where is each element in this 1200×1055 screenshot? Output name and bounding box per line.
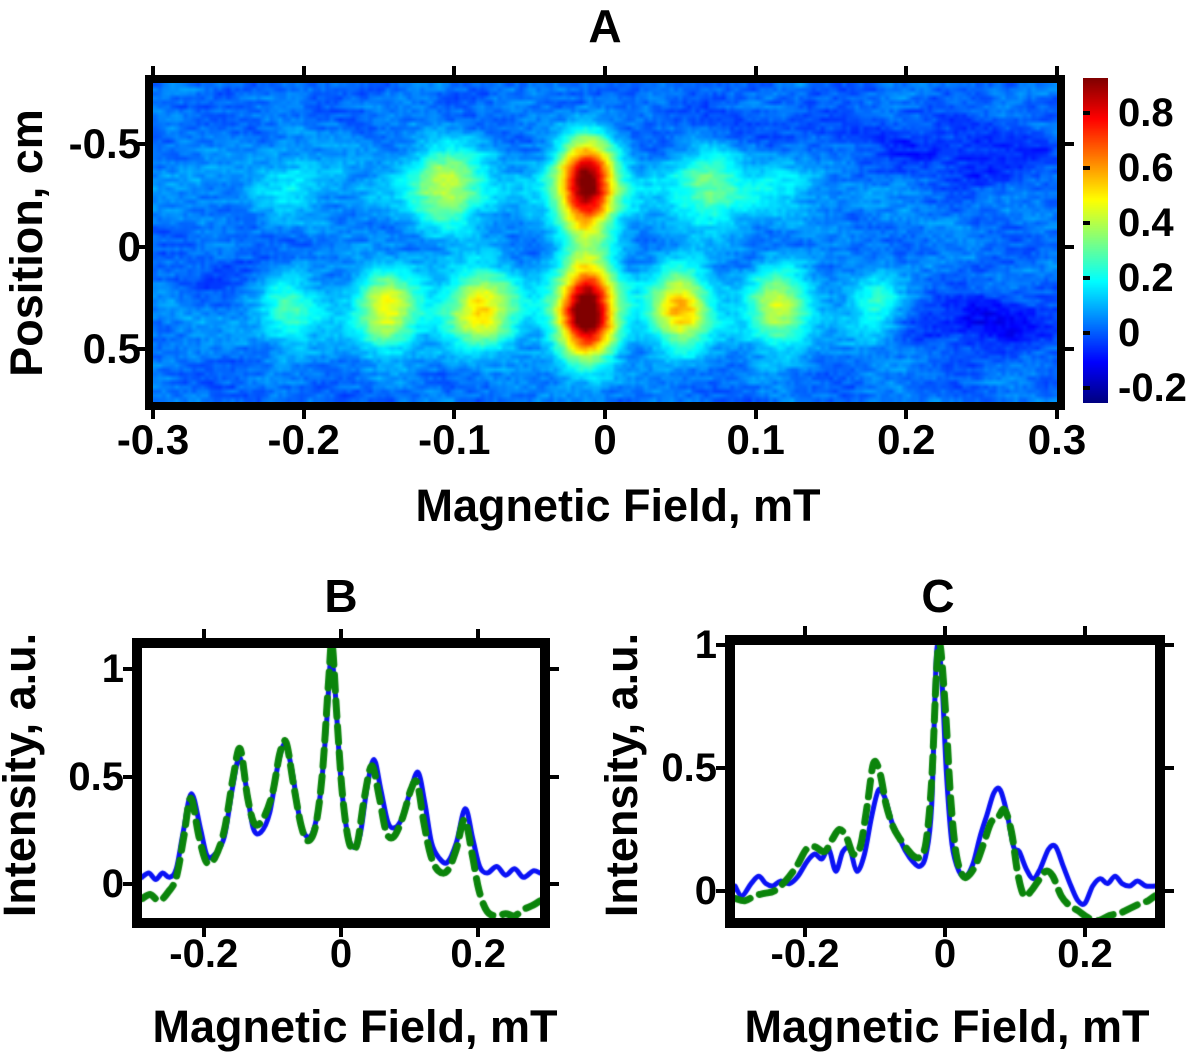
colorbar-tick [1083,385,1090,390]
panel-a-ytick-label: -0.5 [68,120,141,168]
panel-b-ytick [123,667,132,672]
panel-a-ytick [1065,346,1074,351]
panel-c-xtick-label: -0.2 [770,932,840,976]
panel-c-title: C [921,570,955,622]
colorbar-tick-label: 0.8 [1118,90,1174,135]
heatmap-canvas [153,83,1057,402]
panel-b-xtick [201,629,206,638]
panel-b-ytick [550,774,559,779]
panel-a-xtick-label: -0.2 [267,416,340,463]
colorbar-tick [1083,165,1090,170]
panel-a-xtick [753,66,758,75]
panel-a-xtick [151,66,155,75]
panel-a-xtick-label: 0.2 [877,416,936,463]
panel-a-xtick [1055,66,1059,75]
panel-b-xtick [339,629,343,638]
panel-b-ytick [123,774,132,779]
panel-b-ytick-label: 0.5 [68,754,124,799]
colorbar-tick [1083,110,1090,115]
panel-b-ytick [550,667,559,672]
panel-a-xtick-label: -0.3 [116,416,190,463]
panel-a-xtick-label: 0 [593,416,617,463]
panel-a-xtick [603,66,607,75]
panel-a-title: A [588,0,622,52]
panel-b-xlabel: Magnetic Field, mT [152,1001,558,1052]
colorbar-tick-label: 0.2 [1118,255,1174,300]
panel-a-xtick [904,66,909,75]
panel-a-xtick [603,410,607,419]
panel-a-xtick-label: -0.1 [418,416,491,463]
colorbar-tick-label: -0.2 [1118,365,1187,410]
panel-c-xtick [803,928,807,937]
colorbar-tick-label: 0.6 [1118,145,1174,190]
panel-b-xtick [201,928,206,937]
panel-a-xtick-label: 0.3 [1027,416,1087,463]
panel-c-xtick [943,928,947,937]
panel-a-ytick [136,244,145,249]
panel-a-xtick [904,410,909,419]
panel-a-xtick-label: 0.1 [726,416,785,463]
colorbar-tick [1083,275,1090,280]
panel-b-xtick [339,928,343,937]
panel-c-ytick [716,643,725,647]
panel-a-xtick [151,410,155,419]
panel-c-xlabel: Magnetic Field, mT [744,1001,1150,1052]
panel-b-ytick-label: 1 [101,647,124,692]
colorbar-tick-label: 0 [1118,310,1141,355]
panel-c-ytick-label: 1 [694,623,717,667]
panel-a-ytick-label: 0 [117,222,141,270]
panel-c-ytick-label: 0.5 [661,745,717,790]
panel-a-xtick [301,410,306,419]
panel-c-xtick-label: 0 [933,932,957,976]
panel-c-xtick [943,626,947,635]
panel-c-ytick [716,765,725,770]
panel-a-ytick-label: 0.5 [82,324,141,372]
panel-b-ytick [550,881,559,886]
colorbar-tick-label: 0.4 [1118,200,1174,245]
panel-a-ytick [136,142,145,147]
panel-b-xtick-label: -0.2 [169,932,239,976]
panel-a-xtick [301,66,306,75]
panel-a-xtick [753,410,758,419]
colorbar [1083,78,1108,403]
colorbar-tick [1083,330,1090,335]
panel-b-ytick-label: 0 [101,861,124,906]
panel-c-ytick [1165,888,1174,893]
panel-b-xtick-label: 0 [329,932,353,976]
colorbar-tick [1083,220,1090,225]
panel-c-ytick [1165,643,1174,647]
panel-b-canvas [142,648,540,918]
panel-c-xtick [1083,928,1087,937]
panel-c-ytick [1165,765,1174,770]
panel-a-xlabel: Magnetic Field, mT [415,480,821,531]
panel-b-xtick-label: 0.2 [450,932,507,976]
panel-b-plot [132,638,550,928]
panel-c-ytick [716,888,725,893]
panel-a-ytick [136,346,145,351]
panel-c-ytick-label: 0 [694,868,717,913]
panel-b-ytick [123,881,132,886]
panel-a-ytick [1065,244,1074,249]
panel-b-xtick [476,629,481,638]
panel-c-plot [725,635,1165,928]
panel-c-xtick-label: 0.2 [1057,932,1113,976]
panel-a-xtick [1055,410,1059,419]
colorbar-canvas [1083,78,1108,403]
panel-b-xtick [476,928,481,937]
panel-c-xtick [803,626,807,635]
panel-a-xtick [452,410,457,419]
panel-a-ytick [1065,142,1074,147]
panel-c-xtick [1083,626,1087,635]
panel-b-title: B [324,570,358,622]
panel-c-canvas [735,645,1155,918]
panel-a-plot [145,75,1065,410]
panel-a-xtick [452,66,457,75]
